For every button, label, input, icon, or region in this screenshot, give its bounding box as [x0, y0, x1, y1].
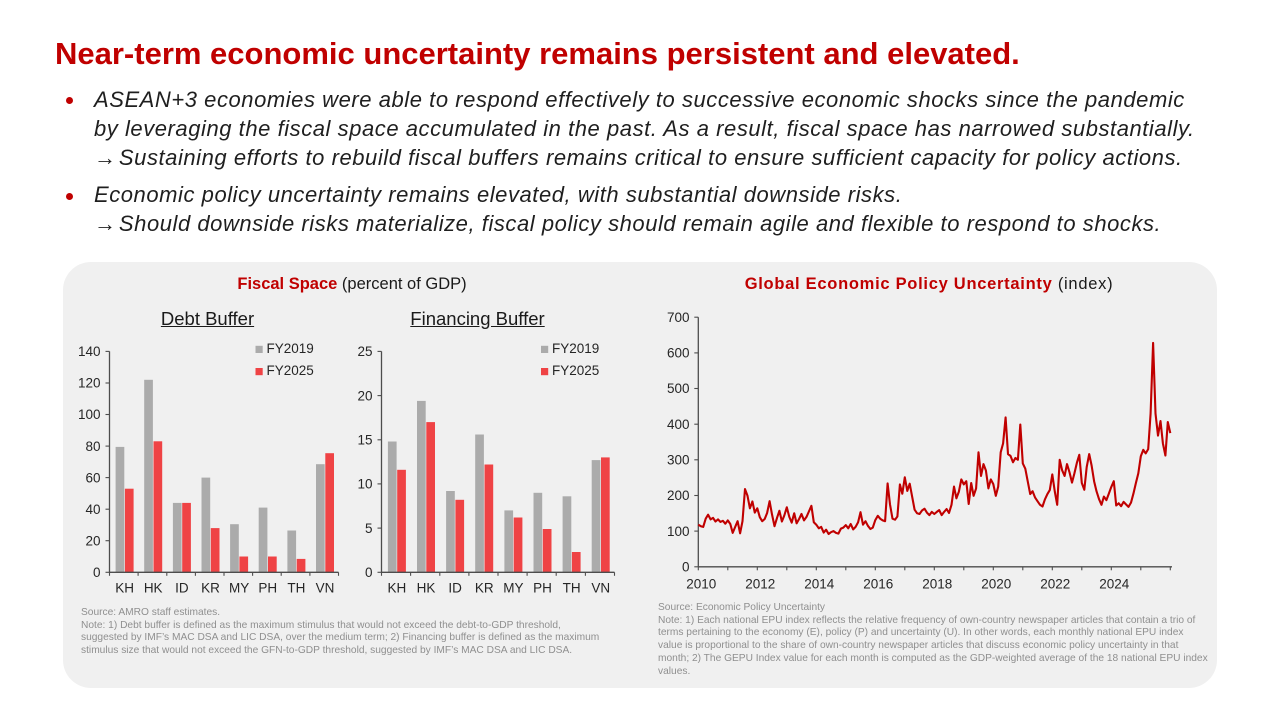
svg-text:10: 10 [357, 477, 372, 492]
svg-text:HK: HK [417, 581, 436, 596]
svg-text:TH: TH [287, 581, 305, 596]
svg-text:FY2025: FY2025 [552, 363, 599, 378]
svg-text:20: 20 [357, 388, 372, 403]
svg-text:2022: 2022 [1040, 577, 1070, 592]
svg-text:40: 40 [85, 502, 100, 517]
svg-text:0: 0 [682, 560, 690, 575]
svg-text:500: 500 [667, 381, 690, 396]
svg-text:ID: ID [448, 581, 462, 596]
svg-text:VN: VN [591, 581, 610, 596]
svg-text:2018: 2018 [922, 577, 952, 592]
svg-text:KH: KH [115, 581, 134, 596]
svg-text:TH: TH [563, 581, 581, 596]
svg-text:PH: PH [258, 581, 277, 596]
svg-text:2010: 2010 [686, 577, 716, 592]
svg-text:HK: HK [144, 581, 163, 596]
svg-text:200: 200 [667, 488, 690, 503]
svg-text:2024: 2024 [1099, 577, 1130, 592]
svg-text:100: 100 [667, 524, 690, 539]
svg-text:600: 600 [667, 346, 690, 361]
svg-text:KH: KH [388, 581, 407, 596]
svg-text:KR: KR [201, 581, 220, 596]
svg-text:300: 300 [667, 453, 690, 468]
svg-text:2012: 2012 [745, 577, 775, 592]
svg-text:2020: 2020 [981, 577, 1011, 592]
svg-text:100: 100 [78, 407, 101, 422]
svg-text:0: 0 [93, 565, 101, 580]
svg-text:FY2025: FY2025 [267, 363, 314, 378]
svg-text:MY: MY [503, 581, 523, 596]
svg-text:400: 400 [667, 417, 690, 432]
svg-text:5: 5 [365, 521, 373, 536]
svg-text:VN: VN [316, 581, 335, 596]
svg-text:60: 60 [85, 470, 100, 485]
svg-text:20: 20 [85, 533, 100, 548]
svg-text:2014: 2014 [804, 577, 835, 592]
svg-text:15: 15 [357, 433, 372, 448]
svg-text:120: 120 [78, 376, 101, 391]
svg-text:PH: PH [533, 581, 552, 596]
svg-text:FY2019: FY2019 [552, 341, 599, 356]
svg-text:80: 80 [85, 439, 100, 454]
svg-text:KR: KR [475, 581, 494, 596]
svg-text:700: 700 [667, 310, 690, 325]
svg-text:ID: ID [175, 581, 189, 596]
svg-text:FY2019: FY2019 [267, 341, 314, 356]
svg-text:2016: 2016 [863, 577, 893, 592]
svg-text:MY: MY [229, 581, 249, 596]
svg-text:140: 140 [78, 344, 101, 359]
svg-text:0: 0 [365, 565, 373, 580]
svg-text:25: 25 [357, 344, 372, 359]
